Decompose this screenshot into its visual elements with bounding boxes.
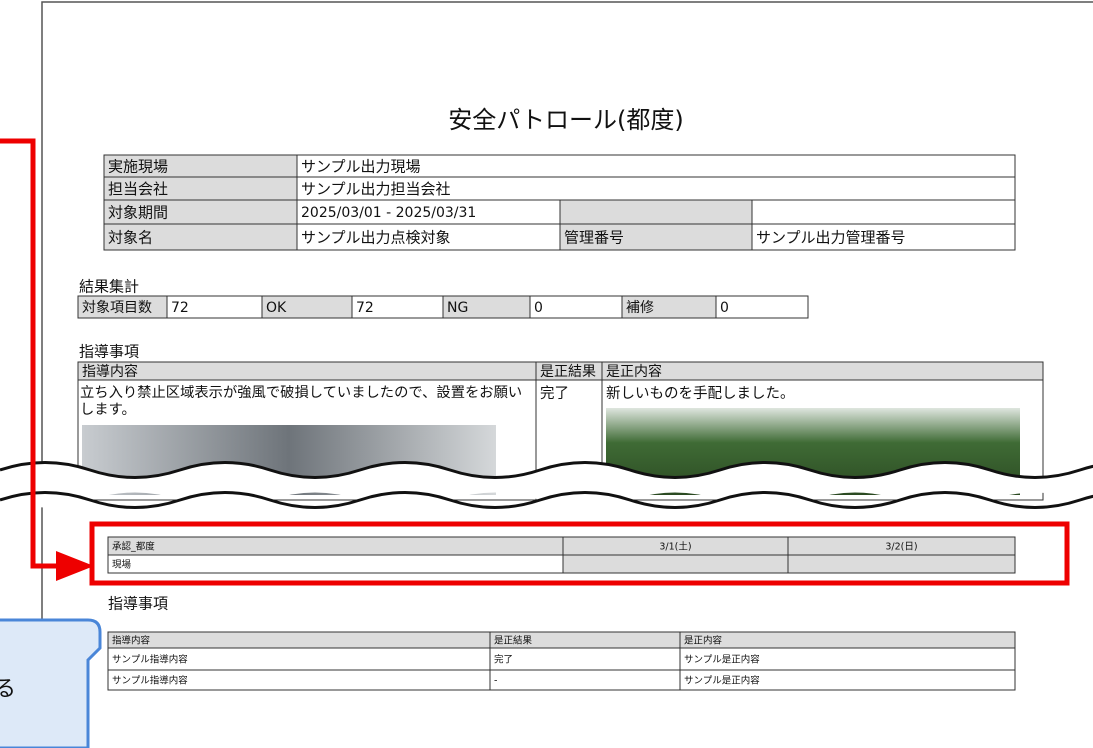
break-line <box>0 491 1093 509</box>
cell-text: 対象項目数 <box>82 300 152 316</box>
cell-text: 対象名 <box>108 229 153 247</box>
highlight-frame <box>89 521 1070 586</box>
cell-text: 是正結果 <box>540 364 596 380</box>
table-cell <box>107 536 564 556</box>
table-cell <box>529 295 623 319</box>
cell-text: 72 <box>171 300 189 316</box>
table-cell <box>559 199 753 225</box>
table-cell <box>107 631 491 649</box>
cell-text: サンプル出力担当会社 <box>301 180 451 198</box>
cell-text: 指導内容 <box>82 363 138 380</box>
cell-text: 承認_都度 <box>112 541 155 553</box>
report-title: 安全パトロール(都度) <box>448 106 683 134</box>
table-cell <box>751 199 1016 225</box>
cell-text: 新しいものを手配しました。 <box>606 385 795 402</box>
table-cell <box>787 554 1016 574</box>
table-cell <box>601 361 1044 381</box>
cell-text: 立ち入り禁止区域表示が強風で破損していましたので、設置をお願いします。 <box>80 385 523 418</box>
cell-text: サンプル指導内容 <box>112 654 188 666</box>
table-cell <box>77 361 537 381</box>
break-line <box>0 461 1093 479</box>
cell-text: 72 <box>356 300 374 316</box>
cell-text: 0 <box>534 300 543 316</box>
cell-text: 指導内容 <box>112 635 151 647</box>
cell-text: サンプル是正内容 <box>684 654 760 666</box>
cell-text: - <box>494 676 497 687</box>
callout-text: る <box>0 677 16 702</box>
section-title: 指導事項 <box>108 595 168 613</box>
cell-text: 2025/03/01 - 2025/03/31 <box>301 205 476 221</box>
cell-text: サンプル出力現場 <box>301 158 421 176</box>
table-cell <box>103 199 298 225</box>
pointer-arrow <box>56 551 94 581</box>
section-title: 結果集計 <box>79 278 139 296</box>
cell-text: 対象期間 <box>108 204 168 222</box>
table-cell <box>296 199 561 225</box>
cell-text: NG <box>447 300 468 316</box>
table-cell <box>489 669 681 691</box>
section-title: 指導事項 <box>79 343 139 361</box>
cell-text: 完了 <box>494 654 513 666</box>
cell-text: 担当会社 <box>108 180 168 198</box>
table-cell <box>107 554 564 574</box>
table-cell <box>679 669 1016 691</box>
cell-text: サンプル出力管理番号 <box>756 229 906 247</box>
cell-text: 3/1(土) <box>659 541 691 553</box>
cell-text: 完了 <box>540 385 569 402</box>
cell-text-box: 立ち入り禁止区域表示が強風で破損していましたので、設置をお願いします。 <box>80 385 523 418</box>
cell-text: 現場 <box>112 559 132 571</box>
cell-text: 管理番号 <box>564 229 624 247</box>
cell-text: 0 <box>720 300 729 316</box>
cell-text: OK <box>266 300 287 316</box>
cell-text: 実施現場 <box>108 158 168 176</box>
cell-text: 是正結果 <box>494 635 533 647</box>
cell-text: 是正内容 <box>606 363 662 380</box>
table-cell <box>296 223 561 251</box>
cell-text: サンプル是正内容 <box>684 675 760 687</box>
cell-text: 3/2(日) <box>885 542 917 553</box>
table-cell <box>489 647 681 671</box>
pointer-line <box>0 138 62 569</box>
table-cell <box>103 223 298 251</box>
cell-text: 補修 <box>626 300 654 316</box>
callout <box>0 618 102 748</box>
cell-text: サンプル指導内容 <box>112 675 188 687</box>
table-cell <box>562 554 789 574</box>
table-cell <box>715 295 809 319</box>
cell-text: 是正内容 <box>684 635 723 647</box>
cell-text: サンプル出力点検対象 <box>301 229 451 247</box>
table-cell <box>679 631 1016 649</box>
table-cell <box>751 223 1016 251</box>
